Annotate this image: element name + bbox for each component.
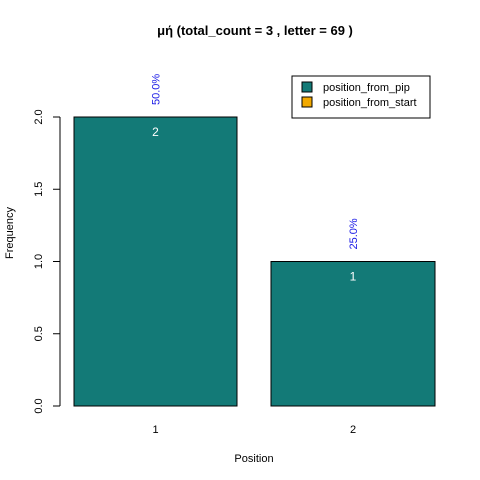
legend-swatch <box>301 96 313 108</box>
bar-value-label: 2 <box>152 125 159 139</box>
chart-title: μή (total_count = 3 , letter = 69 ) <box>157 23 353 38</box>
y-tick-label: 0.0 <box>33 398 45 413</box>
percent-label: 25.0% <box>348 218 360 249</box>
x-tick-label: 1 <box>152 424 158 436</box>
y-tick-label: 0.5 <box>33 326 45 341</box>
legend-label: position_from_start <box>323 97 417 109</box>
y-axis: 0.0 0.5 1.0 1.5 2.0 <box>33 109 61 414</box>
y-tick-label: 2.0 <box>33 109 45 124</box>
bar <box>73 116 238 407</box>
bars: 2 50.0% 1 25.0% <box>73 74 436 407</box>
legend: position_from_pip position_from_start <box>291 75 431 119</box>
legend-swatch <box>301 81 313 93</box>
y-axis-label: Frequency <box>4 207 16 259</box>
y-tick-label: 1.5 <box>33 182 45 197</box>
percent-label: 50.0% <box>151 74 163 105</box>
y-tick-label: 1.0 <box>33 254 45 269</box>
legend-box <box>291 75 431 119</box>
bar-value-label: 1 <box>350 270 357 284</box>
legend-label: position_from_pip <box>323 82 410 94</box>
x-tick-label: 2 <box>350 424 356 436</box>
bar <box>270 261 436 407</box>
x-axis-label: Position <box>234 453 273 465</box>
